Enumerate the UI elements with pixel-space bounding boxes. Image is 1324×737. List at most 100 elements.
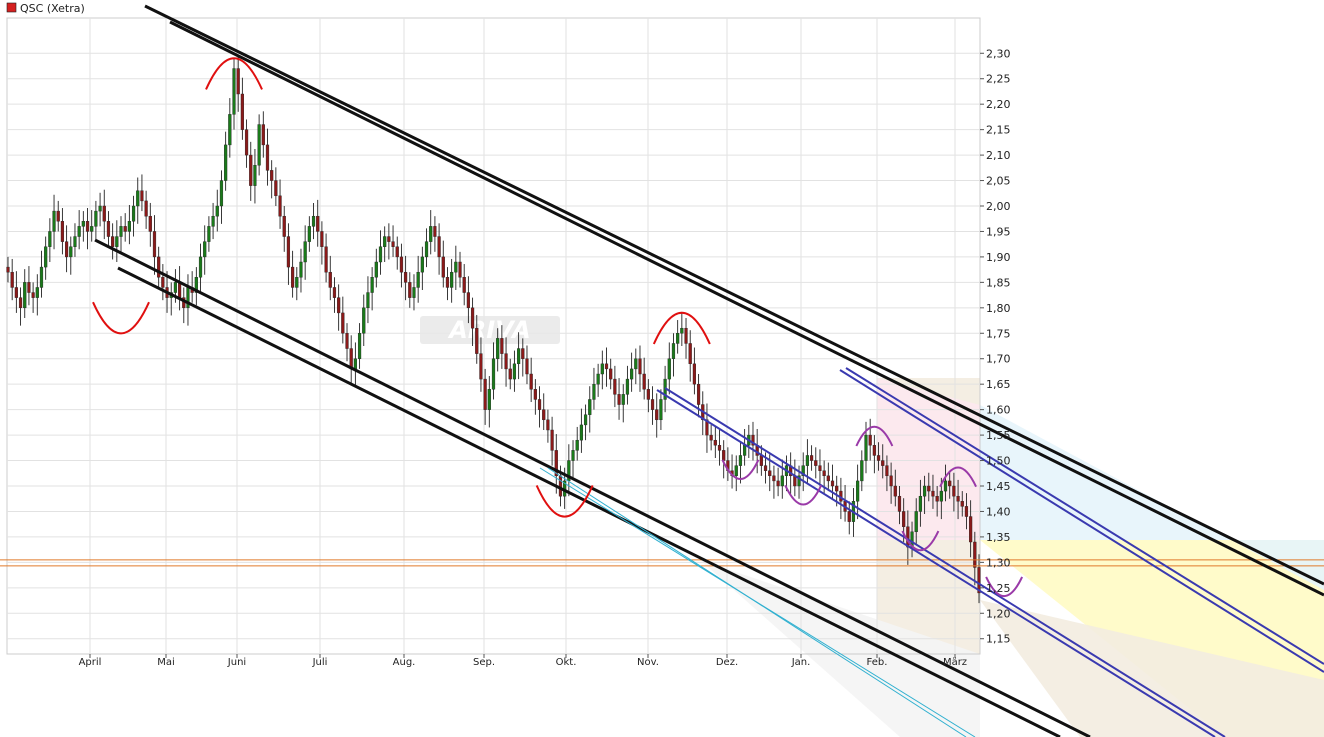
- candle: [56, 200, 60, 232]
- candle: [692, 347, 696, 395]
- candle: [705, 403, 709, 453]
- candle: [14, 271, 18, 313]
- candle: [973, 531, 977, 586]
- candle: [198, 243, 203, 293]
- candle: [127, 204, 131, 245]
- candle: [111, 223, 115, 260]
- x-tick-label: Dez.: [716, 657, 738, 668]
- y-tick-label: 2,20: [986, 98, 1011, 111]
- candle: [131, 195, 136, 237]
- candle: [211, 202, 215, 240]
- candle: [39, 250, 44, 298]
- candle: [23, 269, 27, 318]
- candle: [349, 335, 353, 385]
- y-tick-label: 2,15: [986, 124, 1011, 137]
- y-tick-label: 1,25: [986, 582, 1011, 595]
- candle: [119, 216, 123, 255]
- candle: [261, 111, 265, 158]
- candle: [353, 342, 357, 387]
- candle: [35, 274, 39, 316]
- candle: [311, 202, 316, 240]
- candle: [106, 211, 111, 247]
- candle: [876, 442, 881, 471]
- candle: [140, 174, 144, 212]
- candles: [6, 55, 981, 604]
- legend-label: QSC (Xetra): [20, 2, 85, 15]
- candle: [270, 160, 274, 199]
- candle: [625, 365, 630, 405]
- inner-channel-line: [664, 387, 1226, 737]
- y-tick-label: 2,25: [986, 73, 1011, 86]
- candle: [64, 225, 69, 273]
- candle: [738, 442, 743, 484]
- candle: [650, 386, 655, 425]
- candle: [240, 77, 244, 140]
- candle: [337, 284, 341, 331]
- candle: [282, 206, 286, 252]
- markers: [92, 57, 1024, 597]
- candle: [671, 333, 676, 377]
- candle: [182, 287, 186, 324]
- purple-bottom-marker: [721, 459, 760, 480]
- candle: [491, 342, 496, 400]
- candle: [571, 440, 575, 479]
- candle: [952, 472, 956, 512]
- candle: [450, 258, 454, 303]
- candle: [257, 114, 261, 176]
- red-bottom-marker: [535, 485, 594, 518]
- candle: [927, 472, 931, 502]
- candle: [621, 384, 625, 423]
- red-top-marker: [205, 57, 263, 90]
- x-tick-label: Okt.: [556, 657, 577, 668]
- x-tick-label: Feb.: [867, 657, 888, 668]
- candle: [646, 379, 650, 413]
- candle: [98, 192, 102, 227]
- candle: [161, 264, 165, 301]
- y-tick-label: 2,00: [986, 200, 1011, 213]
- candle: [228, 98, 232, 158]
- candle: [885, 455, 889, 492]
- x-tick-label: Nov.: [637, 657, 659, 668]
- candle: [244, 119, 249, 168]
- candle: [948, 470, 952, 499]
- watermark: ARIVA: [420, 316, 560, 344]
- candle: [94, 200, 98, 240]
- candle: [680, 311, 684, 346]
- candle: [496, 328, 500, 372]
- candle: [860, 450, 864, 492]
- candle: [634, 348, 638, 385]
- candle: [550, 416, 554, 466]
- candle: [537, 386, 542, 428]
- x-tick-label: Jan.: [791, 657, 811, 668]
- candle: [303, 225, 307, 280]
- candle: [575, 426, 579, 461]
- candle: [709, 424, 713, 451]
- candle: [412, 274, 416, 311]
- candle: [596, 363, 600, 397]
- candle: [69, 236, 73, 275]
- candle: [454, 245, 458, 290]
- candle: [579, 408, 583, 453]
- candle: [274, 167, 278, 206]
- candle: [316, 199, 320, 247]
- candle: [31, 282, 35, 313]
- candle: [433, 216, 437, 252]
- candle: [387, 223, 391, 260]
- candle: [776, 467, 780, 497]
- candle: [504, 337, 508, 387]
- x-tick-label: April: [79, 657, 102, 668]
- candle: [144, 190, 148, 229]
- candle: [424, 228, 429, 268]
- y-tick-label: 2,05: [986, 175, 1011, 188]
- candle: [487, 376, 491, 428]
- candle: [320, 221, 324, 265]
- candle: [470, 297, 475, 346]
- candle: [102, 189, 106, 240]
- purple-bottom-marker: [985, 576, 1024, 597]
- candle: [265, 128, 270, 186]
- candle: [600, 350, 604, 390]
- candle: [604, 347, 609, 387]
- candle: [391, 225, 395, 257]
- upper-channel-line: [169, 20, 1324, 597]
